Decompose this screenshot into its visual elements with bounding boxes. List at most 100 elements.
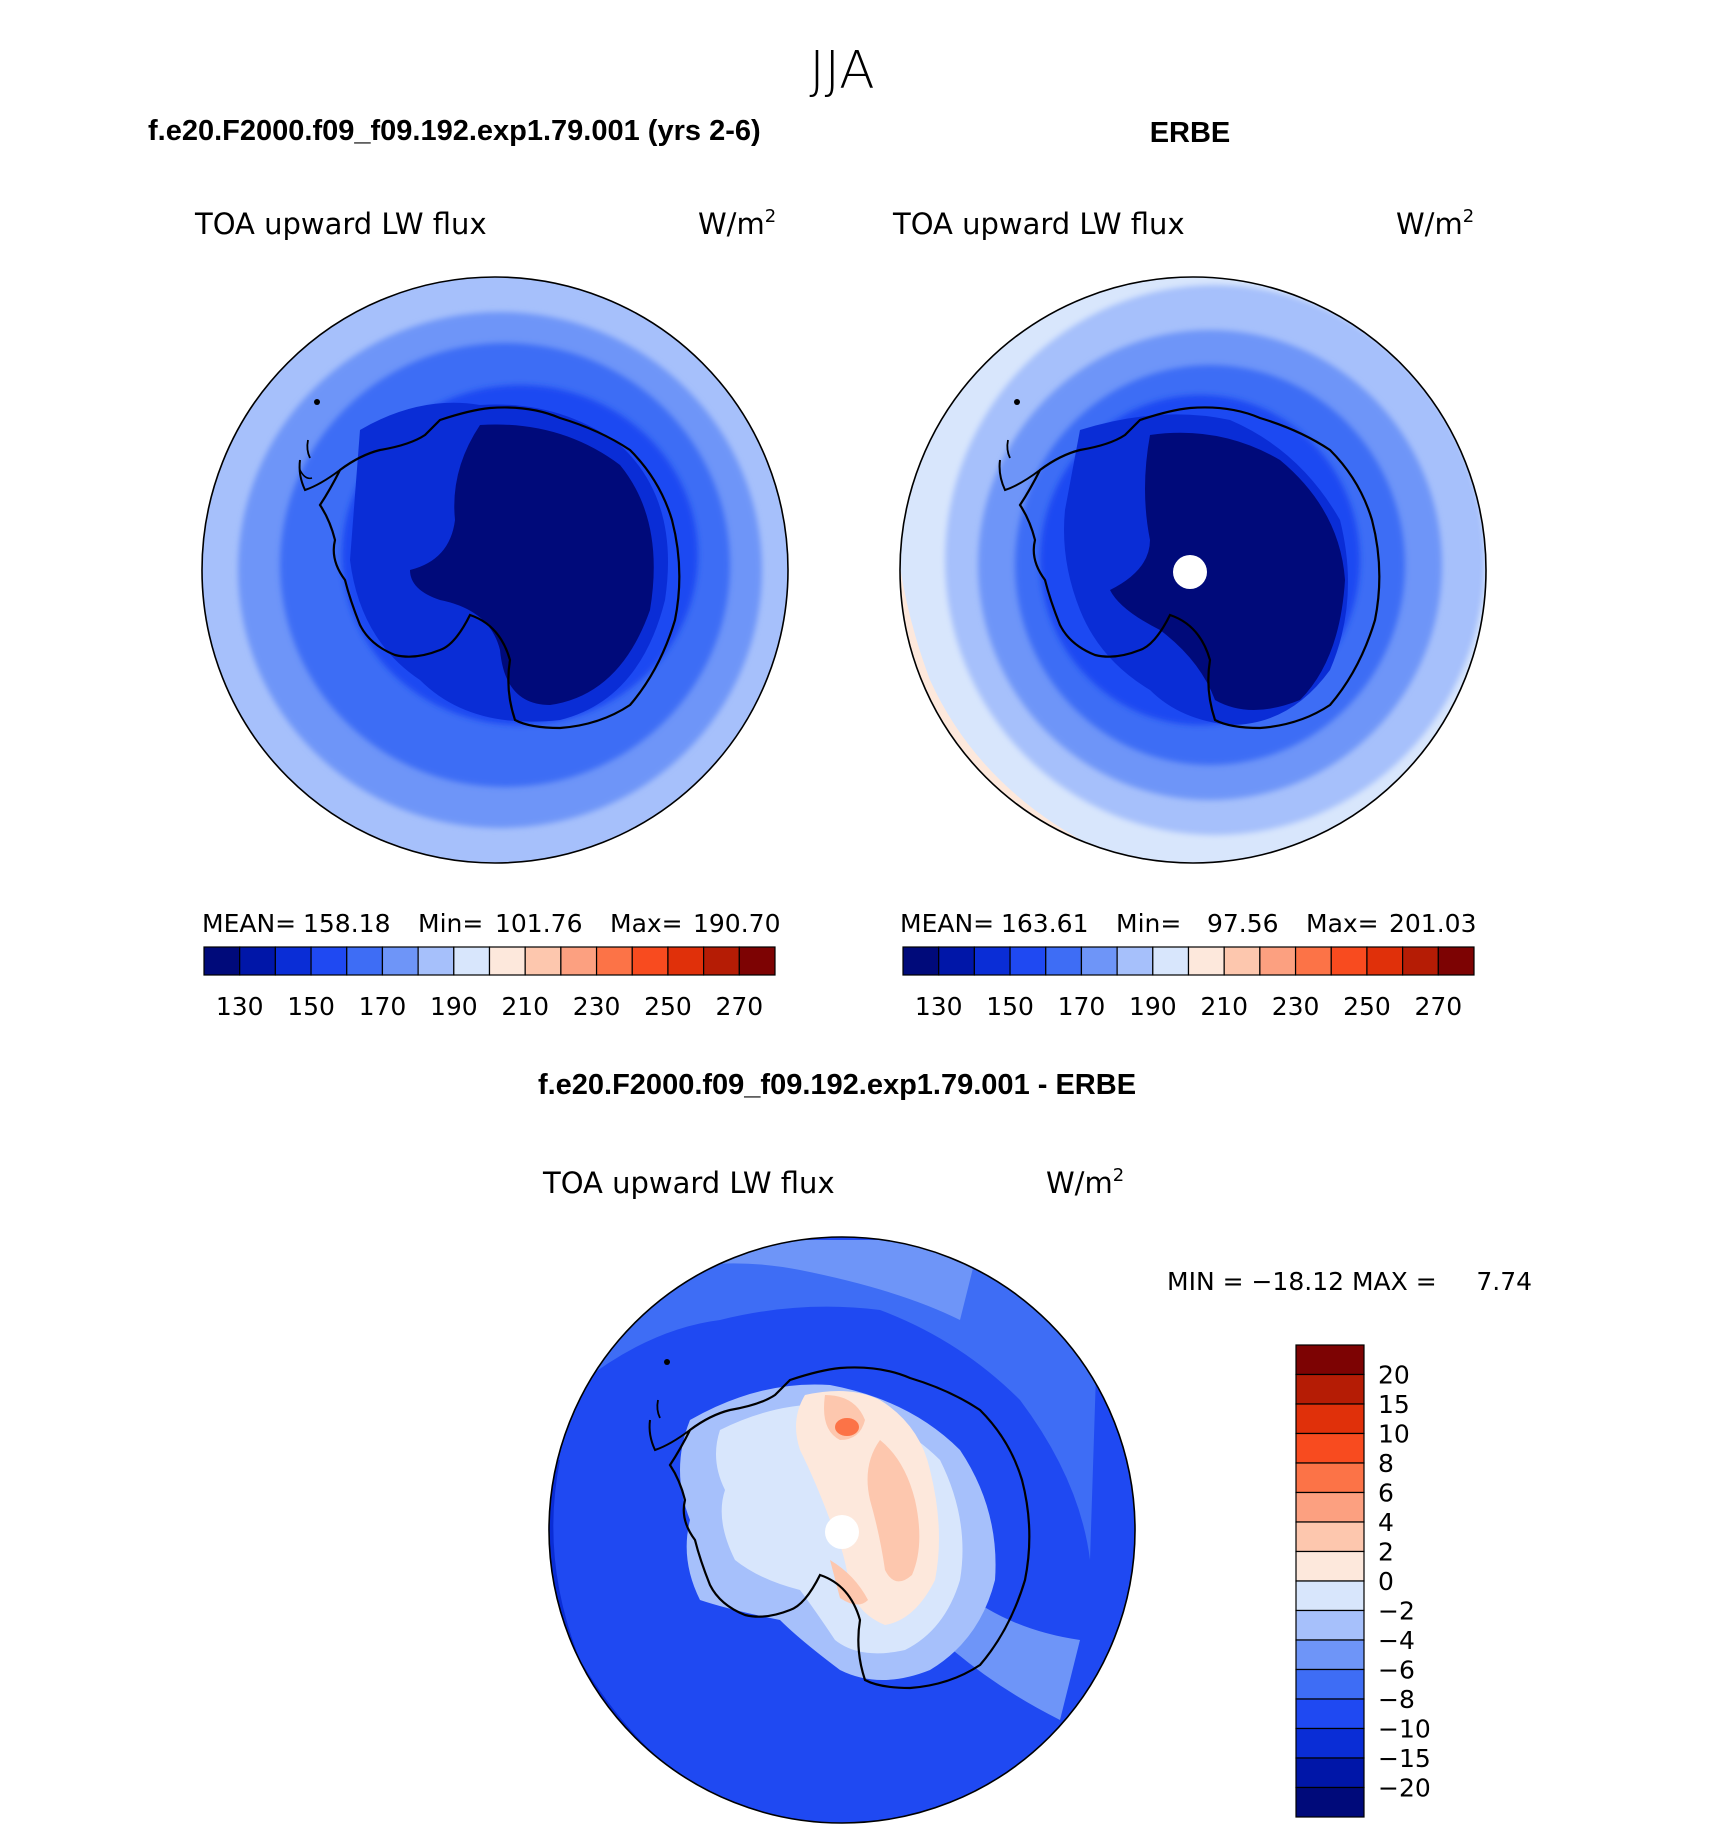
obs-colorbar-box <box>1080 946 1118 976</box>
obs-colorbar-box <box>1187 946 1225 976</box>
model-colorbar-tick-label: 210 <box>501 992 549 1021</box>
model-colorbar-box <box>310 946 348 976</box>
obs-colorbar-tick-label: 270 <box>1414 992 1462 1021</box>
obs-min-label: Min= <box>1116 909 1181 938</box>
diff-colorbar-tick-label: 10 <box>1378 1420 1410 1449</box>
model-min-label: Min= <box>418 909 483 938</box>
obs-colorbar-box <box>1152 946 1190 976</box>
diff-colorbar-box <box>1295 1403 1365 1435</box>
obs-colorbar-box <box>1223 946 1261 976</box>
model-colorbar-tick-label: 270 <box>715 992 763 1021</box>
diff-colorbar-box <box>1295 1727 1365 1759</box>
model-stats: MEAN= 158.18 Min= 101.76 Max= 190.70 <box>202 909 780 938</box>
diff-minmax: MIN = −18.12 MAX = 7.74 <box>1167 1267 1532 1296</box>
diff-colorbar-tick-label: −6 <box>1378 1656 1415 1685</box>
obs-colorbar-box <box>1330 946 1368 976</box>
diff-map-outline <box>548 1236 1136 1824</box>
model-colorbar-box <box>417 946 455 976</box>
diff-colorbar-tick-label: −8 <box>1378 1685 1415 1714</box>
diff-colorbar-tick-label: 0 <box>1378 1567 1394 1596</box>
diff-colorbar-box <box>1295 1432 1365 1464</box>
diff-colorbar-box <box>1295 1639 1365 1671</box>
model-colorbar-box <box>595 946 633 976</box>
model-colorbar-box <box>203 946 241 976</box>
model-colorbar-box <box>453 946 491 976</box>
model-mean-label: MEAN= <box>202 909 296 938</box>
diff-colorbar-box <box>1295 1668 1365 1700</box>
obs-polar-map <box>900 277 1486 863</box>
obs-colorbar-tick-label: 230 <box>1272 992 1320 1021</box>
obs-colorbar-box <box>1366 946 1404 976</box>
model-colorbar-tick-label: 230 <box>573 992 621 1021</box>
model-min-value: 101.76 <box>495 909 582 938</box>
obs-colorbar-box <box>1259 946 1297 976</box>
diff-colorbar-box <box>1295 1550 1365 1582</box>
obs-mean-label: MEAN= <box>900 909 994 938</box>
obs-colorbar-tick-label: 170 <box>1058 992 1106 1021</box>
diff-colorbar-box <box>1295 1344 1365 1376</box>
diff-colorbar-box <box>1295 1491 1365 1523</box>
model-colorbar-box <box>239 946 276 976</box>
model-max-label: Max= <box>610 909 683 938</box>
diff-variable-label: TOA upward LW flux <box>542 1166 835 1200</box>
diff-units-label: W/m2 <box>1046 1165 1124 1200</box>
obs-colorbar-tick-label: 210 <box>1200 992 1248 1021</box>
obs-colorbar-box <box>1116 946 1154 976</box>
diff-colorbar-tick-label: −15 <box>1378 1744 1431 1773</box>
diff-colorbar-box <box>1295 1698 1365 1730</box>
model-colorbar-box <box>274 946 312 976</box>
model-colorbar-tick-label: 150 <box>287 992 335 1021</box>
obs-colorbar: 130 150 170 190 210 230 250 270 <box>902 946 1475 1021</box>
model-colorbar-box <box>381 946 419 976</box>
obs-colorbar-box <box>1402 946 1439 976</box>
diff-title: f.e20.F2000.f09_f09.192.exp1.79.001 - ER… <box>538 1069 1136 1101</box>
diff-colorbar-tick-label: 6 <box>1378 1479 1394 1508</box>
obs-colorbar-tick-label: 190 <box>1129 992 1177 1021</box>
diff-colorbar-box <box>1295 1786 1365 1818</box>
obs-colorbar-box <box>902 946 940 976</box>
model-colorbar-tick-label: 170 <box>359 992 407 1021</box>
model-map-outline <box>201 276 789 864</box>
obs-units-label: W/m2 <box>1396 206 1474 241</box>
model-units-label: W/m2 <box>698 206 776 241</box>
model-colorbar-tick-label: 130 <box>216 992 264 1021</box>
diff-colorbar-box <box>1295 1521 1365 1553</box>
model-max-value: 190.70 <box>693 909 780 938</box>
obs-colorbar-box <box>973 946 1011 976</box>
obs-colorbar-tick-label: 130 <box>915 992 963 1021</box>
obs-max-label: Max= <box>1306 909 1379 938</box>
diff-colorbar-tick-label: 15 <box>1378 1390 1410 1419</box>
model-colorbar-box <box>631 946 669 976</box>
obs-colorbar-box <box>1009 946 1047 976</box>
diff-colorbar-tick-label: 20 <box>1378 1361 1410 1390</box>
diff-colorbar-box <box>1295 1462 1365 1494</box>
model-colorbar: 130 150 170 190 210 230 250 270 <box>203 946 776 1021</box>
diff-colorbar-box <box>1295 1373 1365 1405</box>
page-title: JJA <box>809 41 874 101</box>
model-colorbar-box <box>667 946 705 976</box>
obs-map-outline <box>899 276 1487 864</box>
model-colorbar-box <box>738 946 776 976</box>
model-colorbar-box <box>488 946 526 976</box>
obs-case-title: ERBE <box>1150 117 1231 149</box>
obs-colorbar-box <box>1294 946 1332 976</box>
obs-stats: MEAN= 163.61 Min= 97.56 Max= 201.03 <box>900 909 1476 938</box>
obs-colorbar-box <box>1045 946 1083 976</box>
model-colorbar-tick-label: 190 <box>430 992 478 1021</box>
model-colorbar-box <box>346 946 384 976</box>
diff-colorbar-tick-label: −2 <box>1378 1597 1415 1626</box>
obs-colorbar-box <box>1437 946 1475 976</box>
model-colorbar-box <box>560 946 598 976</box>
diff-colorbar-tick-label: 4 <box>1378 1508 1394 1537</box>
diff-colorbar-tick-label: −4 <box>1378 1626 1415 1655</box>
obs-colorbar-box <box>938 946 975 976</box>
model-mean-value: 158.18 <box>303 909 390 938</box>
obs-colorbar-tick-label: 150 <box>986 992 1034 1021</box>
diff-pole-mask <box>825 1515 859 1549</box>
diff-colorbar-box <box>1295 1757 1365 1789</box>
model-polar-map <box>202 277 788 863</box>
diff-colorbar-box <box>1295 1580 1365 1612</box>
obs-colorbar-tick-label: 250 <box>1343 992 1391 1021</box>
